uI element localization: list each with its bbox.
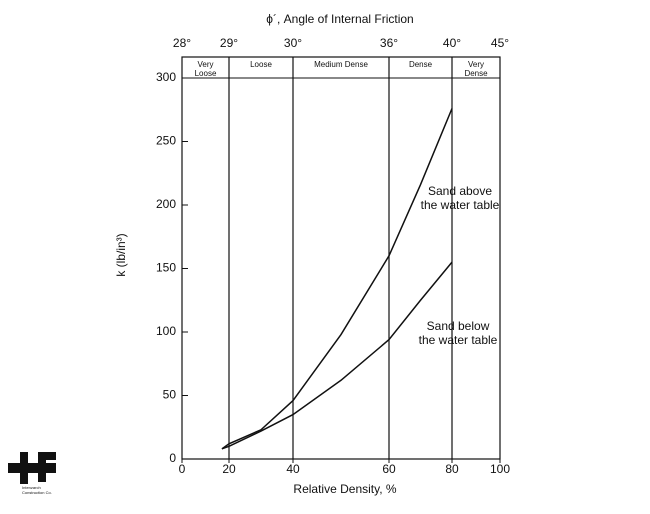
y-tick-label: 150 [156,261,176,275]
top-tick-label: 28° [173,36,191,50]
curve [221,261,453,450]
y-tick-label: 50 [163,388,177,402]
y-tick-label: 300 [156,70,176,84]
zone-label: Very Dense [464,60,488,79]
y-axis-label: k (lb/in³) [114,233,128,276]
x-tick-label: 80 [445,462,459,476]
x-tick-label: 20 [222,462,236,476]
series-label: Sand below the water table [418,319,498,347]
zone-label: Dense [408,60,433,69]
x-tick-label: 100 [490,462,510,476]
top-tick-label: 40° [443,36,461,50]
logo [8,452,56,484]
zone-label: Very Loose [194,60,217,79]
zone-label: Medium Dense [314,60,368,69]
y-tick-label: 200 [156,197,176,211]
y-tick-label: 250 [156,134,176,148]
x-tick-label: 0 [179,462,186,476]
zone-label: Loose [250,60,272,69]
curve [221,108,453,450]
logo-text: Intenzarch Construction Co. [22,485,52,495]
top-tick-label: 29° [220,36,238,50]
y-tick-label: 0 [169,451,176,465]
x-tick-label: 40 [286,462,300,476]
top-tick-label: 45° [491,36,509,50]
chart-title: ϕ´, Angle of Internal Friction [266,12,413,26]
top-tick-label: 30° [284,36,302,50]
top-tick-label: 36° [380,36,398,50]
x-tick-label: 60 [382,462,396,476]
series-label: Sand above the water table [420,184,500,212]
plot-frame [181,56,501,460]
x-axis-label: Relative Density, % [293,482,396,496]
y-tick-label: 100 [156,324,176,338]
